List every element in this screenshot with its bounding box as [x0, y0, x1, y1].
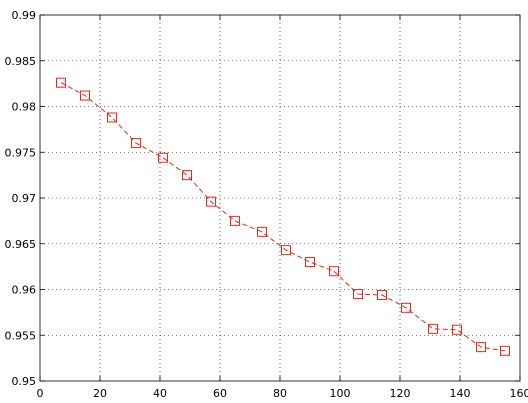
data-point-marker — [257, 226, 267, 237]
y-tick-label: 0.965 — [5, 238, 37, 251]
x-tick-label: 60 — [213, 387, 227, 400]
data-point-marker — [452, 324, 462, 335]
data-point-marker — [80, 90, 90, 101]
x-tick-label: 20 — [93, 387, 107, 400]
data-point-marker — [500, 345, 510, 356]
x-tick-label: 0 — [37, 387, 44, 400]
data-point-marker — [56, 77, 66, 88]
y-tick-label: 0.985 — [5, 55, 37, 68]
y-tick-label: 0.97 — [12, 192, 37, 205]
data-point-marker — [329, 266, 339, 277]
data-point-marker — [230, 215, 240, 226]
data-point-marker — [107, 112, 117, 123]
x-tick-label: 120 — [390, 387, 411, 400]
x-tick-label: 100 — [330, 387, 351, 400]
data-series — [56, 77, 510, 356]
y-tick-label: 0.96 — [12, 284, 37, 297]
data-point-marker — [182, 170, 192, 181]
y-tick-label: 0.95 — [12, 375, 37, 388]
data-point-marker — [158, 152, 168, 163]
data-point-marker — [305, 257, 315, 268]
y-tick-label: 0.99 — [12, 9, 37, 22]
data-point-marker — [428, 323, 438, 334]
data-point-marker — [206, 196, 216, 207]
y-tick-label: 0.975 — [5, 146, 37, 159]
tick-labels: 0 20 40 60 80 100 120 140 160 0.95 0.955 0.96 0.965 0… — [5, 9, 528, 400]
x-tick-label: 80 — [273, 387, 287, 400]
data-point-marker — [131, 138, 141, 149]
y-tick-label: 0.955 — [5, 329, 37, 342]
y-tick-label: 0.98 — [12, 101, 37, 114]
data-point-marker — [353, 289, 363, 300]
data-point-marker — [377, 289, 387, 300]
data-point-marker — [401, 302, 411, 313]
series-line — [60, 82, 506, 352]
data-point-marker — [281, 245, 291, 256]
x-tick-label: 160 — [510, 387, 528, 400]
axis-ticks — [39, 14, 521, 382]
data-point-marker — [476, 342, 486, 353]
x-tick-label: 40 — [153, 387, 167, 400]
grid-lines — [40, 15, 520, 381]
x-tick-label: 140 — [450, 387, 471, 400]
